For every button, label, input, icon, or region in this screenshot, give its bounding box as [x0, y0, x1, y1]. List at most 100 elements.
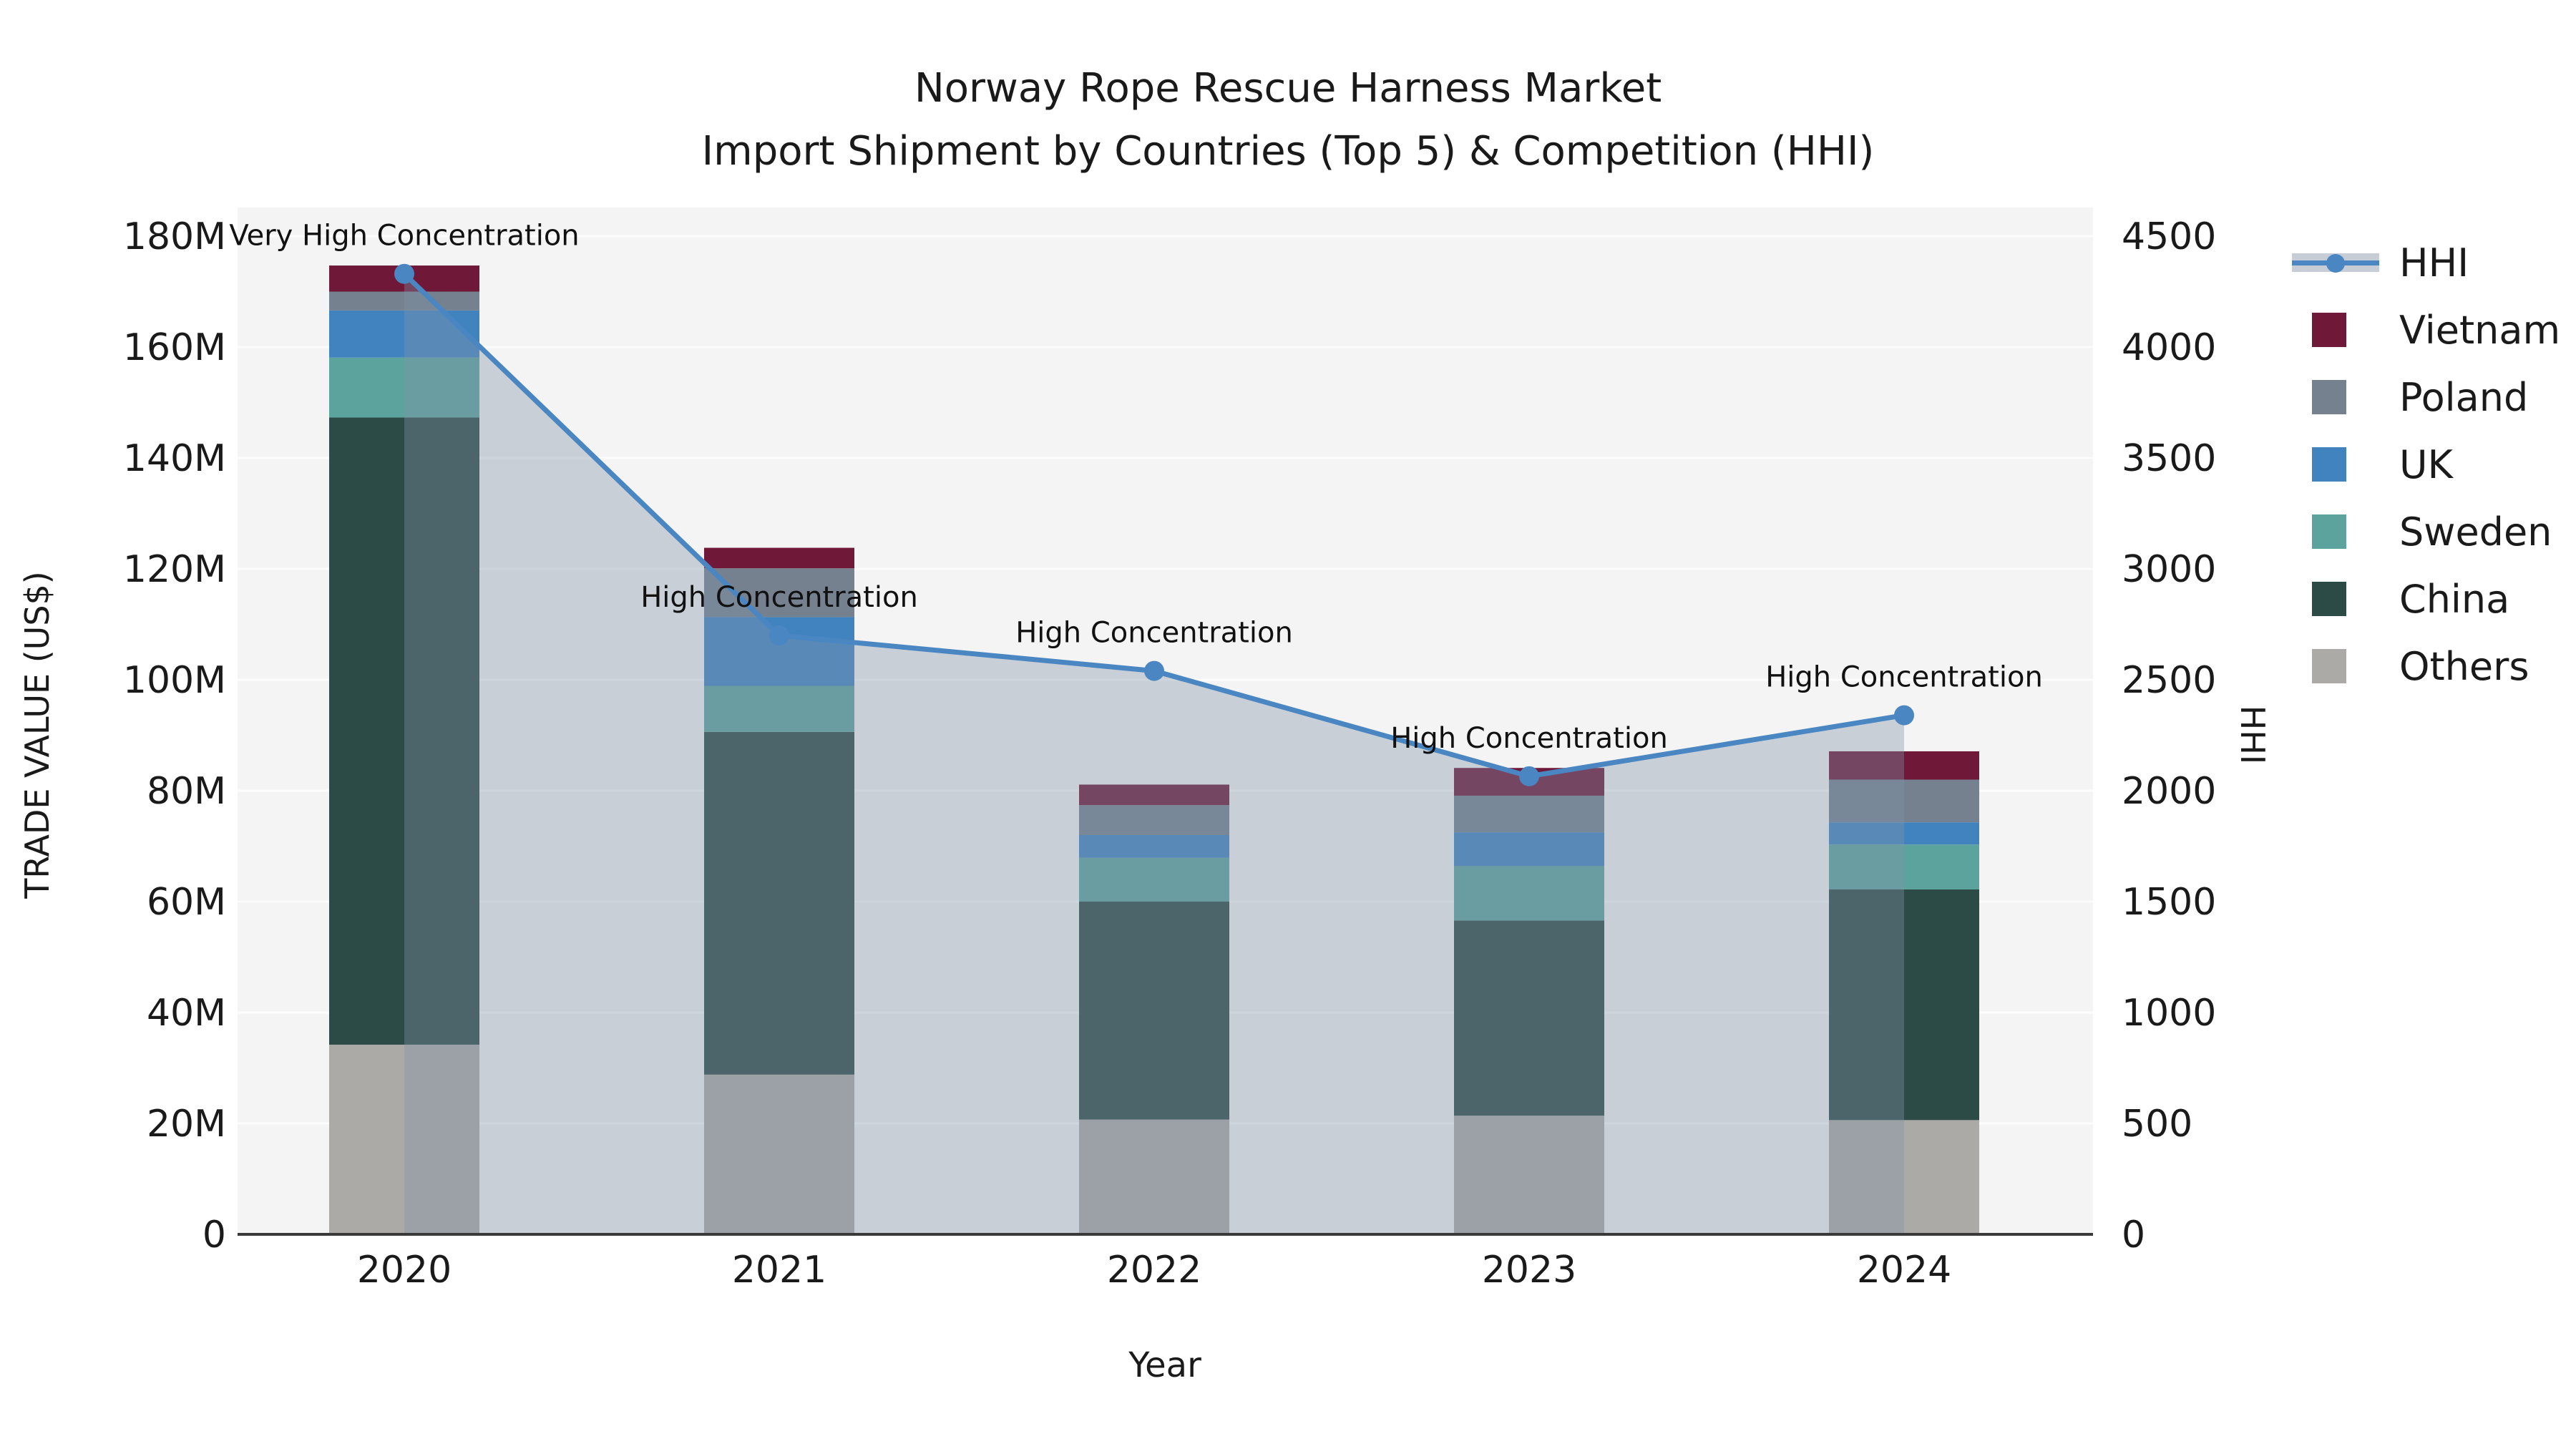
bar-segment-2024-sweden	[1829, 844, 1979, 889]
right-tick-2500: 2500	[2122, 659, 2216, 702]
bar-segment-2023-sweden	[1454, 866, 1604, 921]
bar-segment-2020-sweden	[329, 357, 479, 418]
right-tick-3500: 3500	[2122, 437, 2216, 480]
x-axis-title: Year	[1128, 1345, 1201, 1385]
annotation-2023: High Concentration	[1390, 722, 1668, 755]
legend-item-vietnam: Vietnam	[2286, 296, 2560, 364]
annotations: Very High Concentration High Concentratio…	[229, 220, 2042, 755]
hhi-marker-2020	[394, 263, 414, 284]
bar-stack-2023	[1454, 768, 1604, 1234]
left-tick-40M: 40M	[147, 992, 226, 1035]
legend-swatch-uk	[2312, 447, 2346, 482]
bar-segment-2023-china	[1454, 920, 1604, 1116]
bar-segment-2024-poland	[1829, 779, 1979, 823]
chart-title-line1: Norway Rope Rescue Harness Market	[914, 65, 1662, 112]
left-tick-20M: 20M	[147, 1103, 226, 1146]
left-tick-160M: 160M	[123, 326, 226, 369]
legend-label-uk: UK	[2399, 441, 2453, 487]
x-tick-2020: 2020	[357, 1249, 452, 1292]
left-axis-ticks: 0 20M 40M 60M 80M 100M 120M 140M 160M 180M	[123, 215, 226, 1257]
legend-item-uk: UK	[2286, 431, 2560, 498]
annotation-2021: High Concentration	[640, 581, 918, 614]
bar-segment-2020-china	[329, 417, 479, 1045]
x-tick-2022: 2022	[1107, 1249, 1201, 1292]
bar-segment-2022-uk	[1079, 835, 1229, 858]
legend-label-sweden: Sweden	[2399, 509, 2552, 555]
legend-item-sweden: Sweden	[2286, 498, 2560, 565]
left-tick-180M: 180M	[123, 215, 226, 258]
x-tick-2024: 2024	[1857, 1249, 1951, 1292]
bar-segment-2023-uk	[1454, 832, 1604, 867]
bar-segment-2020-others	[329, 1044, 479, 1234]
annotation-2020: Very High Concentration	[229, 220, 579, 253]
bar-stack-2021	[704, 547, 854, 1234]
legend-swatch-poland	[2312, 380, 2346, 414]
left-tick-120M: 120M	[123, 548, 226, 591]
right-tick-3000: 3000	[2122, 548, 2216, 591]
right-tick-2000: 2000	[2122, 770, 2216, 813]
annotation-2022: High Concentration	[1015, 617, 1293, 650]
right-axis-ticks: 0 500 1000 1500 2000 2500 3000 3500 4000 4500	[2122, 215, 2216, 1257]
bar-segment-2021-others	[704, 1074, 854, 1234]
bar-segment-2022-sweden	[1079, 857, 1229, 902]
left-tick-140M: 140M	[123, 437, 226, 480]
legend-label-hhi: HHI	[2399, 240, 2469, 286]
left-axis-title: TRADE VALUE (US$)	[18, 571, 57, 899]
hhi-marker-2022	[1144, 660, 1164, 681]
bar-segment-2021-vietnam	[704, 547, 854, 569]
left-tick-80M: 80M	[147, 770, 226, 813]
hhi-area-fill	[404, 273, 1904, 1235]
right-tick-4000: 4000	[2122, 326, 2216, 369]
right-tick-4500: 4500	[2122, 215, 2216, 258]
legend-swatch-sweden	[2312, 514, 2346, 549]
x-axis-ticks: 2020 2021 2022 2023 2024	[357, 1249, 1951, 1292]
bar-segment-2024-others	[1829, 1120, 1979, 1234]
bar-segment-2020-poland	[329, 291, 479, 311]
legend-label-vietnam: Vietnam	[2399, 307, 2561, 353]
left-tick-0: 0	[203, 1214, 226, 1257]
bar-segment-2023-poland	[1454, 795, 1604, 833]
legend-label-poland: Poland	[2399, 374, 2529, 420]
left-tick-100M: 100M	[123, 659, 226, 702]
bar-segment-2022-china	[1079, 902, 1229, 1120]
legend-label-china: China	[2399, 576, 2510, 622]
x-tick-2023: 2023	[1482, 1249, 1576, 1292]
left-tick-60M: 60M	[147, 881, 226, 924]
bar-segment-2024-china	[1829, 889, 1979, 1121]
legend-swatch-china	[2312, 582, 2346, 616]
hhi-markers	[394, 263, 1914, 786]
bars-layer	[329, 265, 1979, 1234]
right-tick-500: 500	[2122, 1103, 2192, 1146]
bar-segment-2021-china	[704, 731, 854, 1075]
bar-stack-2022	[1079, 784, 1229, 1234]
hhi-marker-2021	[769, 625, 789, 645]
legend-item-hhi: HHI	[2286, 229, 2560, 296]
right-axis-title: HHI	[2233, 705, 2272, 765]
legend-swatch-vietnam	[2312, 313, 2346, 347]
bar-stack-2020	[329, 265, 479, 1234]
right-tick-1000: 1000	[2122, 992, 2216, 1035]
bar-segment-2022-vietnam	[1079, 784, 1229, 806]
chart-title-line2: Import Shipment by Countries (Top 5) & C…	[701, 128, 1875, 175]
right-tick-1500: 1500	[2122, 881, 2216, 924]
legend: HHI Vietnam Poland UK Sweden China Others	[2286, 229, 2560, 700]
bar-segment-2020-uk	[329, 310, 479, 358]
bar-segment-2022-others	[1079, 1119, 1229, 1234]
legend-item-others: Others	[2286, 633, 2560, 700]
right-tick-0: 0	[2122, 1214, 2145, 1257]
legend-swatch-others	[2312, 649, 2346, 683]
bar-segment-2021-poland	[704, 568, 854, 618]
x-tick-2021: 2021	[732, 1249, 826, 1292]
bar-stack-2024	[1829, 751, 1979, 1234]
legend-item-china: China	[2286, 565, 2560, 633]
hhi-marker-2023	[1519, 766, 1539, 786]
bar-segment-2021-sweden	[704, 686, 854, 732]
hhi-marker-2024	[1894, 705, 1914, 726]
legend-label-others: Others	[2399, 643, 2529, 689]
bar-segment-2022-poland	[1079, 805, 1229, 835]
legend-item-poland: Poland	[2286, 364, 2560, 431]
bar-segment-2023-others	[1454, 1116, 1604, 1234]
bar-segment-2024-vietnam	[1829, 751, 1979, 780]
